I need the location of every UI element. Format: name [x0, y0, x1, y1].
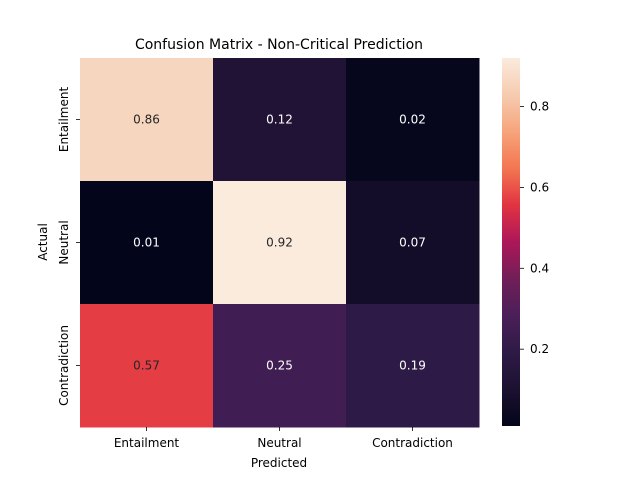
x-tick-label: Neutral — [257, 436, 301, 450]
heatmap-cell — [80, 58, 214, 182]
colorbar-ticks: 0.2 0.4 0.6 0.8 — [520, 100, 549, 356]
heatmap-cell — [213, 304, 347, 428]
heatmap-cell — [213, 58, 347, 182]
y-tick-label: Contradiction — [57, 325, 71, 406]
cell-value-label: 0.07 — [399, 236, 426, 250]
colorbar-tick-label: 0.8 — [530, 100, 549, 114]
y-axis-label: Actual — [36, 223, 50, 261]
cell-value-label: 0.01 — [133, 236, 160, 250]
cell-value-label: 0.12 — [266, 113, 293, 127]
cell-value-label: 0.19 — [399, 359, 426, 373]
y-tick-label: Entailment — [57, 87, 71, 153]
heatmap-cells: 0.86 0.12 0.02 0.01 0.92 0.07 0.57 0.25 0.19 — [80, 58, 480, 428]
cell-value-label: 0.86 — [133, 113, 160, 127]
y-tick-labels: Entailment Neutral Contradiction — [57, 87, 80, 406]
chart-title: Confusion Matrix - Non-Critical Predicti… — [135, 37, 423, 53]
heatmap-cell — [80, 304, 214, 428]
colorbar-tick-label: 0.4 — [530, 261, 549, 275]
x-tick-label: Entailment — [114, 436, 180, 450]
heatmap-cell — [346, 304, 480, 428]
cell-value-label: 0.57 — [133, 359, 160, 373]
colorbar-tick-label: 0.6 — [530, 180, 549, 194]
heatmap-cell — [346, 58, 480, 182]
cell-value-label: 0.25 — [266, 359, 293, 373]
colorbar-tick-label: 0.2 — [530, 342, 549, 356]
x-tick-label: Contradiction — [372, 436, 453, 450]
cell-value-label: 0.02 — [399, 113, 426, 127]
cell-value-label: 0.92 — [266, 236, 293, 250]
heatmap-cell — [213, 181, 347, 305]
heatmap-cell — [346, 181, 480, 305]
x-tick-labels: Entailment Neutral Contradiction — [114, 427, 453, 450]
heatmap-cell — [80, 181, 214, 305]
colorbar — [502, 58, 520, 426]
y-tick-label: Neutral — [57, 220, 71, 264]
x-axis-label: Predicted — [251, 456, 307, 470]
